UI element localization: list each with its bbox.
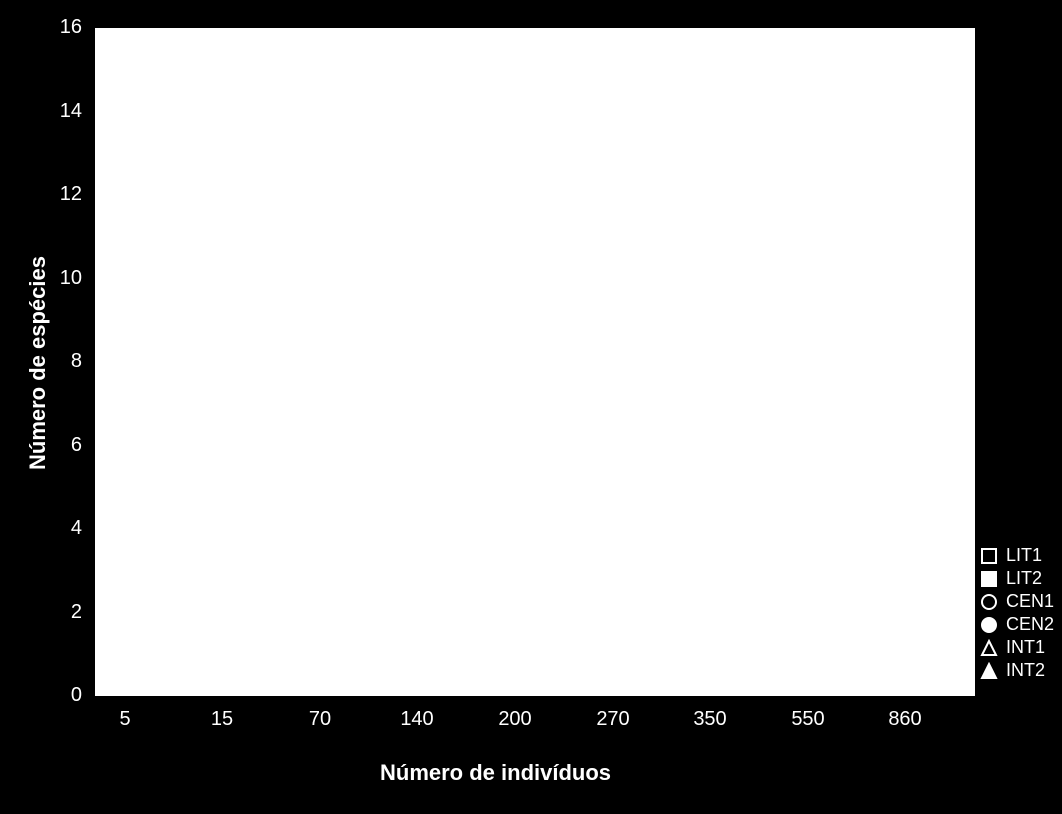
legend-label: INT2 [1006, 660, 1045, 681]
plot-area [95, 28, 975, 696]
y-tick-label: 2 [71, 601, 82, 624]
legend-label: LIT1 [1006, 545, 1042, 566]
x-axis-title: Número de indivíduos [380, 760, 611, 786]
square-marker-icon [978, 547, 1000, 565]
legend-item: INT2 [978, 660, 1054, 681]
legend-item: CEN2 [978, 614, 1054, 635]
legend-label: CEN2 [1006, 614, 1054, 635]
y-tick-label: 14 [60, 100, 82, 123]
x-tick-label: 270 [583, 708, 643, 731]
x-tick-label: 860 [875, 708, 935, 731]
legend-label: CEN1 [1006, 591, 1054, 612]
legend-item: LIT2 [978, 568, 1054, 589]
legend-item: LIT1 [978, 545, 1054, 566]
x-tick-label: 350 [680, 708, 740, 731]
x-tick-label: 15 [192, 708, 252, 731]
y-tick-label: 10 [60, 267, 82, 290]
y-tick-label: 0 [71, 684, 82, 707]
x-tick-label: 200 [485, 708, 545, 731]
triangle-marker-icon [978, 639, 1000, 657]
triangle-marker-icon [978, 662, 1000, 680]
y-tick-label: 8 [71, 350, 82, 373]
y-axis-title: Número de espécies [25, 256, 51, 470]
chart-container: Número de espécies Número de indivíduos … [0, 0, 1062, 814]
legend-item: CEN1 [978, 591, 1054, 612]
circle-marker-icon [978, 616, 1000, 634]
y-tick-label: 4 [71, 517, 82, 540]
circle-marker-icon [978, 593, 1000, 611]
y-tick-label: 16 [60, 16, 82, 39]
x-tick-label: 5 [95, 708, 155, 731]
x-tick-label: 70 [290, 708, 350, 731]
y-tick-label: 6 [71, 434, 82, 457]
square-marker-icon [978, 570, 1000, 588]
x-tick-label: 140 [387, 708, 447, 731]
legend-label: LIT2 [1006, 568, 1042, 589]
x-tick-label: 550 [778, 708, 838, 731]
legend: LIT1LIT2CEN1CEN2INT1INT2 [978, 545, 1054, 683]
legend-item: INT1 [978, 637, 1054, 658]
y-tick-label: 12 [60, 183, 82, 206]
legend-label: INT1 [1006, 637, 1045, 658]
